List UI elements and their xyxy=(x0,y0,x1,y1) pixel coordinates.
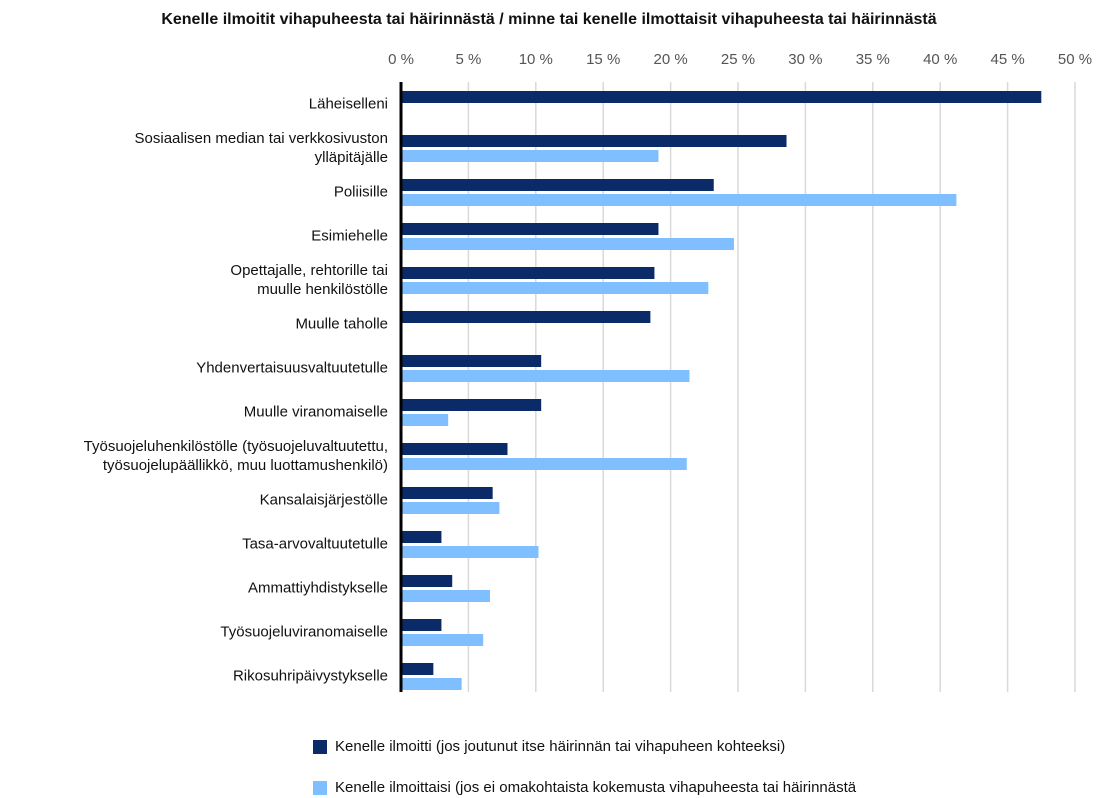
bar xyxy=(401,458,687,470)
y-tick-label: Työsuojeluhenkilöstölle (työsuojeluvaltu… xyxy=(84,438,388,474)
x-tick-label: 50 % xyxy=(1058,51,1092,68)
bar xyxy=(401,282,709,294)
x-tick-label: 0 % xyxy=(388,51,414,68)
bar xyxy=(401,678,462,690)
bar xyxy=(401,179,714,191)
y-tick-label: Opettajalle, rehtorille tai muulle henkil… xyxy=(230,262,388,298)
bar xyxy=(401,91,1042,103)
legend-swatch xyxy=(313,740,327,754)
bar xyxy=(401,194,957,206)
bar xyxy=(401,311,651,323)
legend-swatch xyxy=(313,781,327,795)
y-tick-label: Läheiselleni xyxy=(309,95,388,112)
chart-title: Kenelle ilmoitit vihapuheesta tai häirin… xyxy=(161,11,936,28)
bar xyxy=(401,546,539,558)
y-tick-label: Yhdenvertaisuusvaltuutetulle xyxy=(196,359,388,376)
legend-label: Kenelle ilmoittaisi (jos ei omakohtaista… xyxy=(335,779,857,796)
x-tick-label: 5 % xyxy=(455,51,481,68)
x-tick-label: 15 % xyxy=(586,51,620,68)
bar xyxy=(401,355,542,367)
y-tick-label: Tasa-arvovaltuutetulle xyxy=(242,535,388,552)
bar xyxy=(401,238,734,250)
bar xyxy=(401,634,484,646)
y-tick-label: Rikosuhripäivystykselle xyxy=(233,667,388,684)
y-tick-label: Muulle viranomaiselle xyxy=(244,403,388,420)
bar xyxy=(401,619,442,631)
legend-label: Kenelle ilmoitti (jos joutunut itse häir… xyxy=(335,738,785,755)
x-tick-label: 10 % xyxy=(519,51,553,68)
bar xyxy=(401,267,655,279)
y-tick-label: Esimiehelle xyxy=(311,227,388,244)
bar xyxy=(401,370,690,382)
bar xyxy=(401,663,434,675)
bar xyxy=(401,223,659,235)
bar xyxy=(401,575,453,587)
bar xyxy=(401,399,542,411)
y-tick-label: Työsuojeluviranomaiselle xyxy=(220,623,388,640)
x-tick-label: 45 % xyxy=(990,51,1024,68)
x-tick-label: 40 % xyxy=(923,51,957,68)
y-tick-label: Poliisille xyxy=(334,183,388,200)
bar xyxy=(401,502,500,514)
x-tick-label: 25 % xyxy=(721,51,755,68)
y-tick-label: Kansalaisjärjestölle xyxy=(260,491,388,508)
y-tick-label: Sosiaalisen median tai verkkosivuston yll… xyxy=(135,130,388,166)
bar xyxy=(401,590,490,602)
y-tick-label: Ammattiyhdistykselle xyxy=(248,579,388,596)
bar xyxy=(401,150,659,162)
bar xyxy=(401,443,508,455)
x-tick-label: 35 % xyxy=(856,51,890,68)
bar xyxy=(401,414,449,426)
x-tick-label: 30 % xyxy=(788,51,822,68)
bar xyxy=(401,135,787,147)
x-tick-label: 20 % xyxy=(653,51,687,68)
bar xyxy=(401,531,442,543)
y-tick-label: Muulle taholle xyxy=(295,315,388,332)
bar xyxy=(401,487,493,499)
